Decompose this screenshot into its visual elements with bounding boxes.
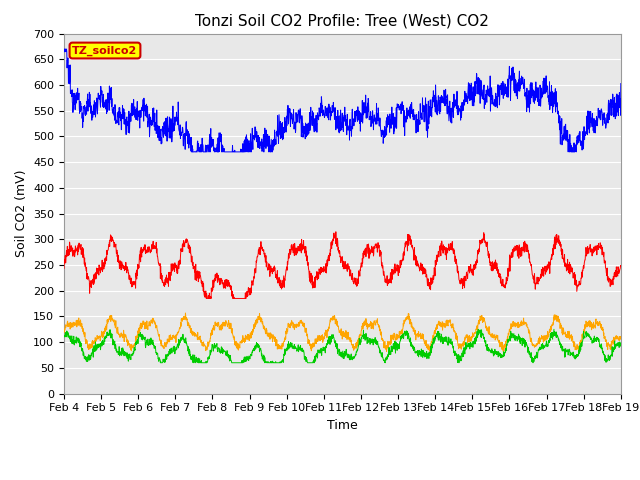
Text: TZ_soilco2: TZ_soilco2 [72,46,138,56]
Title: Tonzi Soil CO2 Profile: Tree (West) CO2: Tonzi Soil CO2 Profile: Tree (West) CO2 [195,13,490,28]
Y-axis label: Soil CO2 (mV): Soil CO2 (mV) [15,170,28,257]
X-axis label: Time: Time [327,419,358,432]
Legend: -2cm, -4cm, -8cm, -16cm: -2cm, -4cm, -8cm, -16cm [175,479,509,480]
